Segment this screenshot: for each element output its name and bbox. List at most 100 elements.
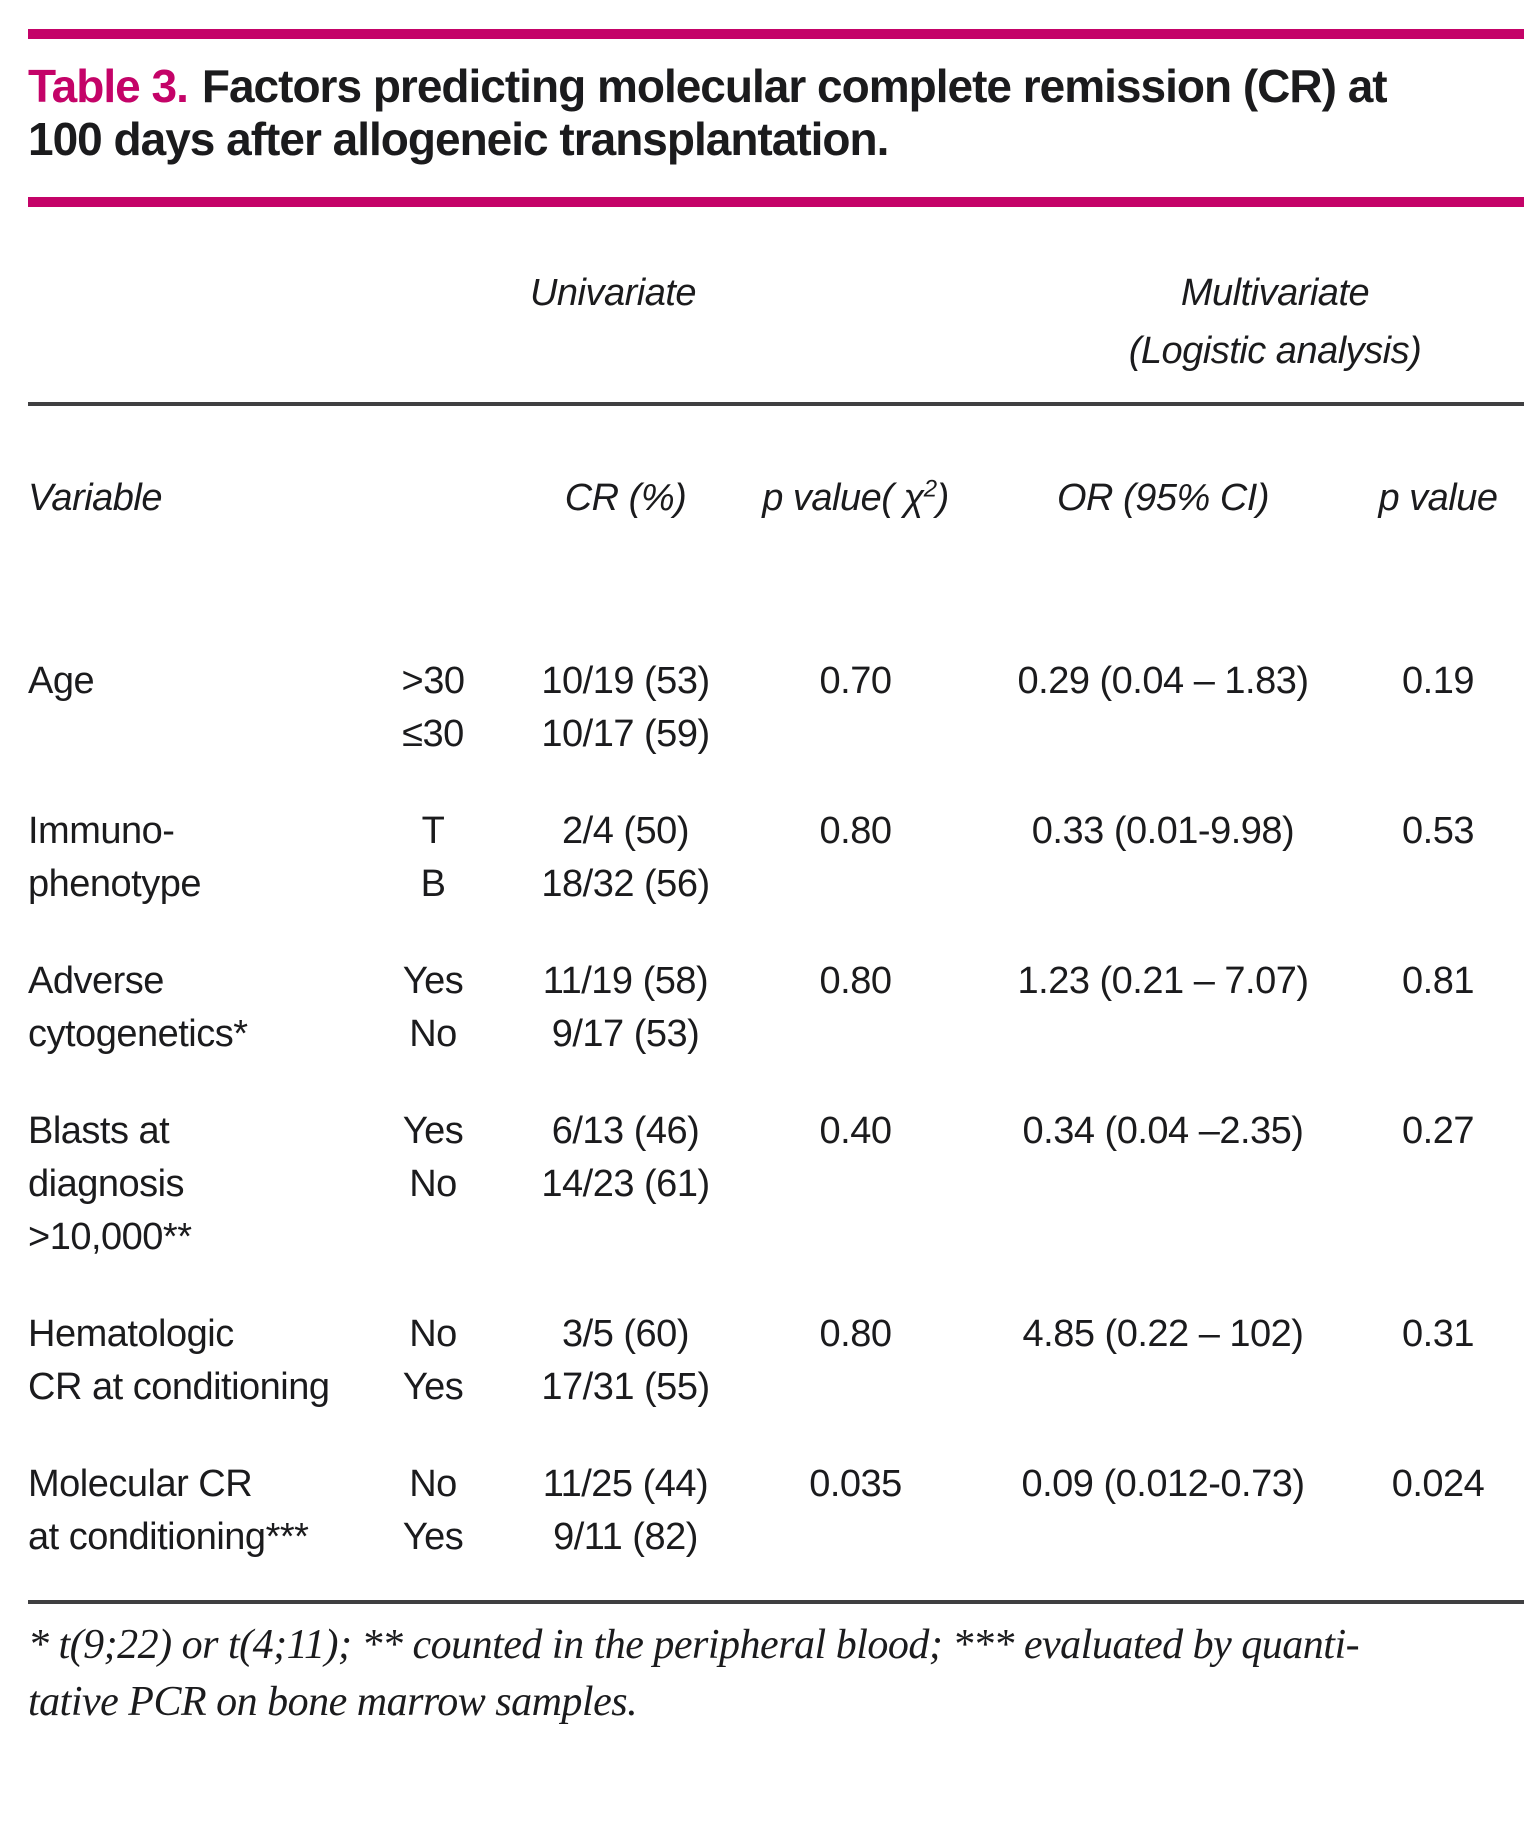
pvalue-chi-cell: 0.70 — [748, 655, 963, 761]
column-header-variable: Variable — [28, 477, 163, 519]
or-value: 0.29 (0.04 – 1.83) — [1017, 660, 1310, 702]
table-title-line1: Table 3. Factors predicting molecular com… — [28, 60, 1524, 113]
or-cell: 0.34 (0.04 –2.35) — [963, 1105, 1363, 1264]
paper-table-page: Table 3. Factors predicting molecular com… — [0, 29, 1532, 1731]
cr-value: 9/17 (53) — [551, 1013, 700, 1055]
or-cell: 4.85 (0.22 – 102) — [963, 1308, 1363, 1414]
chi-symbol: χ — [903, 477, 924, 519]
variable-cell: Age — [28, 655, 363, 761]
level-value: Yes — [402, 1516, 464, 1558]
column-header-cr: CR (%) — [564, 477, 687, 519]
variable-cell: Blasts at diagnosis >10,000** — [28, 1105, 363, 1264]
or-value: 0.34 (0.04 –2.35) — [1022, 1110, 1304, 1152]
variable-label: diagnosis — [28, 1163, 185, 1205]
pvalue-value: 0.31 — [1402, 1313, 1474, 1355]
cr-value: 10/19 (53) — [541, 660, 710, 702]
variable-label: CR at conditioning — [28, 1366, 330, 1408]
cr-value: 10/17 (59) — [541, 713, 710, 755]
group-header-row: Univariate Multivariate (Logistic analys… — [28, 264, 1524, 380]
header-separator-rule — [28, 402, 1524, 406]
cr-cell: 10/19 (53) 10/17 (59) — [503, 655, 748, 761]
pvalue-cell: 0.024 — [1363, 1458, 1513, 1564]
pvalue-cell: 0.53 — [1363, 805, 1513, 911]
variable-label: at conditioning*** — [28, 1516, 309, 1558]
level-cell: No Yes — [363, 1308, 503, 1414]
column-header-pvalue-chi: p value( χ2) — [748, 476, 963, 520]
level-value: ≤30 — [402, 713, 464, 755]
or-cell: 0.33 (0.01-9.98) — [963, 805, 1363, 911]
footnote-line2: tative PCR on bone marrow samples. — [28, 1679, 638, 1725]
pvalue-cell: 0.81 — [1363, 955, 1513, 1061]
or-cell: 0.29 (0.04 – 1.83) — [963, 655, 1363, 761]
pvalue-chi-value: 0.40 — [819, 1110, 892, 1152]
pvalue-chi-value: 0.70 — [819, 660, 892, 702]
level-value: No — [409, 1163, 457, 1205]
chi-superscript: 2 — [923, 475, 937, 503]
cr-cell: 3/5 (60) 17/31 (55) — [503, 1308, 748, 1414]
cr-cell: 11/19 (58) 9/17 (53) — [503, 955, 748, 1061]
footnote-line1: * t(9;22) or t(4;11); ** counted in the … — [28, 1622, 1360, 1668]
pvalue-value: 0.19 — [1402, 660, 1474, 702]
level-cell: T B — [363, 805, 503, 911]
table-row-molecular-cr: Molecular CR at conditioning*** No Yes 1… — [28, 1458, 1524, 1564]
table-number-label: Table 3. — [28, 60, 189, 112]
footnote-separator-rule — [28, 1600, 1524, 1604]
cr-cell: 6/13 (46) 14/23 (61) — [503, 1105, 748, 1264]
level-value: No — [409, 1313, 457, 1355]
pvalue-value: 0.81 — [1402, 960, 1474, 1002]
variable-label: phenotype — [28, 863, 202, 905]
level-value: Yes — [402, 1366, 464, 1408]
level-value: >30 — [401, 660, 465, 702]
title-bottom-accent-rule — [28, 197, 1524, 207]
pvalue-chi-value: 0.80 — [819, 810, 892, 852]
cr-value: 17/31 (55) — [541, 1366, 710, 1408]
table-row-adverse-cytogenetics: Adverse cytogenetics* Yes No 11/19 (58) … — [28, 955, 1524, 1061]
level-cell: Yes No — [363, 1105, 503, 1264]
cr-value: 6/13 (46) — [551, 1110, 700, 1152]
pvalue-chi-cell: 0.035 — [748, 1458, 963, 1564]
variable-label: >10,000** — [28, 1216, 192, 1258]
variable-label: Immuno- — [28, 810, 175, 852]
pvalue-chi-cell: 0.40 — [748, 1105, 963, 1264]
variable-label: Hematologic — [28, 1313, 234, 1355]
pvalue-chi-cell: 0.80 — [748, 955, 963, 1061]
multivariate-line2: (Logistic analysis) — [1128, 330, 1422, 372]
level-value: No — [409, 1463, 457, 1505]
table-footnote: * t(9;22) or t(4;11); ** counted in the … — [28, 1617, 1524, 1731]
cr-value: 18/32 (56) — [541, 863, 710, 905]
cr-cell: 11/25 (44) 9/11 (82) — [503, 1458, 748, 1564]
pvalue-cell: 0.19 — [1363, 655, 1513, 761]
top-accent-rule — [28, 29, 1524, 39]
table-title-text2: 100 days after allogeneic transplantatio… — [28, 113, 889, 165]
variable-cell: Hematologic CR at conditioning — [28, 1308, 363, 1414]
or-cell: 1.23 (0.21 – 7.07) — [963, 955, 1363, 1061]
column-header-level-spacer — [363, 476, 503, 520]
table-row-blasts-at-diagnosis: Blasts at diagnosis >10,000** Yes No 6/1… — [28, 1105, 1524, 1264]
variable-cell: Molecular CR at conditioning*** — [28, 1458, 363, 1564]
or-value: 0.33 (0.01-9.98) — [1031, 810, 1295, 852]
or-value: 1.23 (0.21 – 7.07) — [1017, 960, 1310, 1002]
variable-label: Adverse — [28, 960, 164, 1002]
level-cell: Yes No — [363, 955, 503, 1061]
cr-value: 3/5 (60) — [562, 1313, 689, 1355]
table-title-text1: Factors predicting molecular complete re… — [201, 60, 1388, 112]
column-header-pvalue: p value — [1378, 477, 1498, 519]
pvalue-value: 0.27 — [1402, 1110, 1474, 1152]
or-cell: 0.09 (0.012-0.73) — [963, 1458, 1363, 1564]
pvalue-chi-value: 0.80 — [819, 1313, 892, 1355]
level-value: Yes — [402, 960, 464, 1002]
or-value: 4.85 (0.22 – 102) — [1022, 1313, 1304, 1355]
pvalue-cell: 0.27 — [1363, 1105, 1513, 1264]
table-row-age: Age >30 ≤30 10/19 (53) 10/17 (59) 0.70 0… — [28, 655, 1524, 761]
variable-label: Blasts at — [28, 1110, 170, 1152]
level-cell: >30 ≤30 — [363, 655, 503, 761]
pvalue-chi-value: 0.035 — [809, 1463, 902, 1505]
cr-cell: 2/4 (50) 18/32 (56) — [503, 805, 748, 911]
level-cell: No Yes — [363, 1458, 503, 1564]
cr-value: 9/11 (82) — [553, 1516, 698, 1558]
cr-value: 11/25 (44) — [542, 1463, 709, 1505]
cr-value: 11/19 (58) — [542, 960, 709, 1002]
pvalue-chi-suffix: ) — [936, 477, 950, 519]
variable-cell: Immuno- phenotype — [28, 805, 363, 911]
column-header-or: OR (95% CI) — [1057, 477, 1269, 519]
